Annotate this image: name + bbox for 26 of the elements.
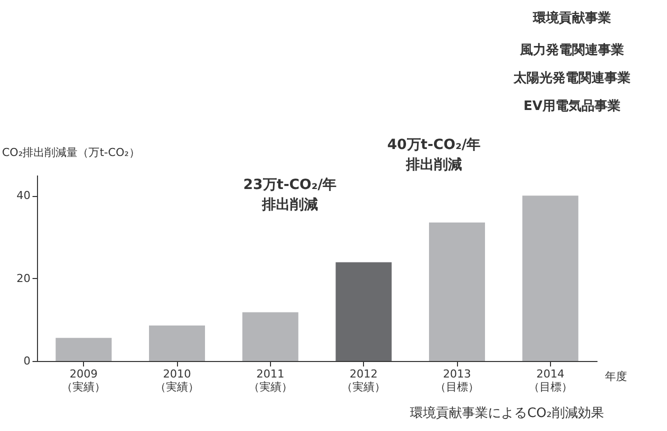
bar <box>149 325 205 361</box>
bar <box>522 196 578 361</box>
text: 太陽光発電関連事業 <box>512 71 630 86</box>
text: 排出削減 <box>405 157 462 173</box>
bar <box>242 312 298 361</box>
text: 環境貢献事業によるCO₂削減効果 <box>410 405 604 421</box>
x-tick-label: 2013 （目標） <box>435 368 479 394</box>
text: EV用電気品事業 <box>524 99 620 114</box>
x-tick-label: 2009 （実績） <box>62 368 106 394</box>
y-tick-label: 0 <box>24 354 30 368</box>
x-axis-title: 年度 <box>605 370 627 383</box>
y-axis-title: CO₂排出削減量（万t-CO₂） <box>2 146 140 159</box>
bar <box>56 338 112 361</box>
annotation: 23万t-CO₂/年 <box>243 177 337 193</box>
annotation: 排出削減 <box>261 197 318 213</box>
y-tick-label: 20 <box>16 272 30 285</box>
x-tick-label: 2012 （実績） <box>342 368 386 394</box>
x-tick-label: 2010 （実績） <box>155 368 199 394</box>
x-tick-label: 2014 （目標） <box>528 368 572 394</box>
x-tick-label: 2011 （実績） <box>248 368 292 394</box>
text: 風力発電関連事業 <box>519 43 624 58</box>
text: 40万t-CO₂/年 <box>387 137 481 153</box>
bar <box>336 262 392 361</box>
bar <box>429 222 485 361</box>
text: 環境貢献事業 <box>532 10 611 26</box>
y-tick-label: 40 <box>16 189 30 202</box>
